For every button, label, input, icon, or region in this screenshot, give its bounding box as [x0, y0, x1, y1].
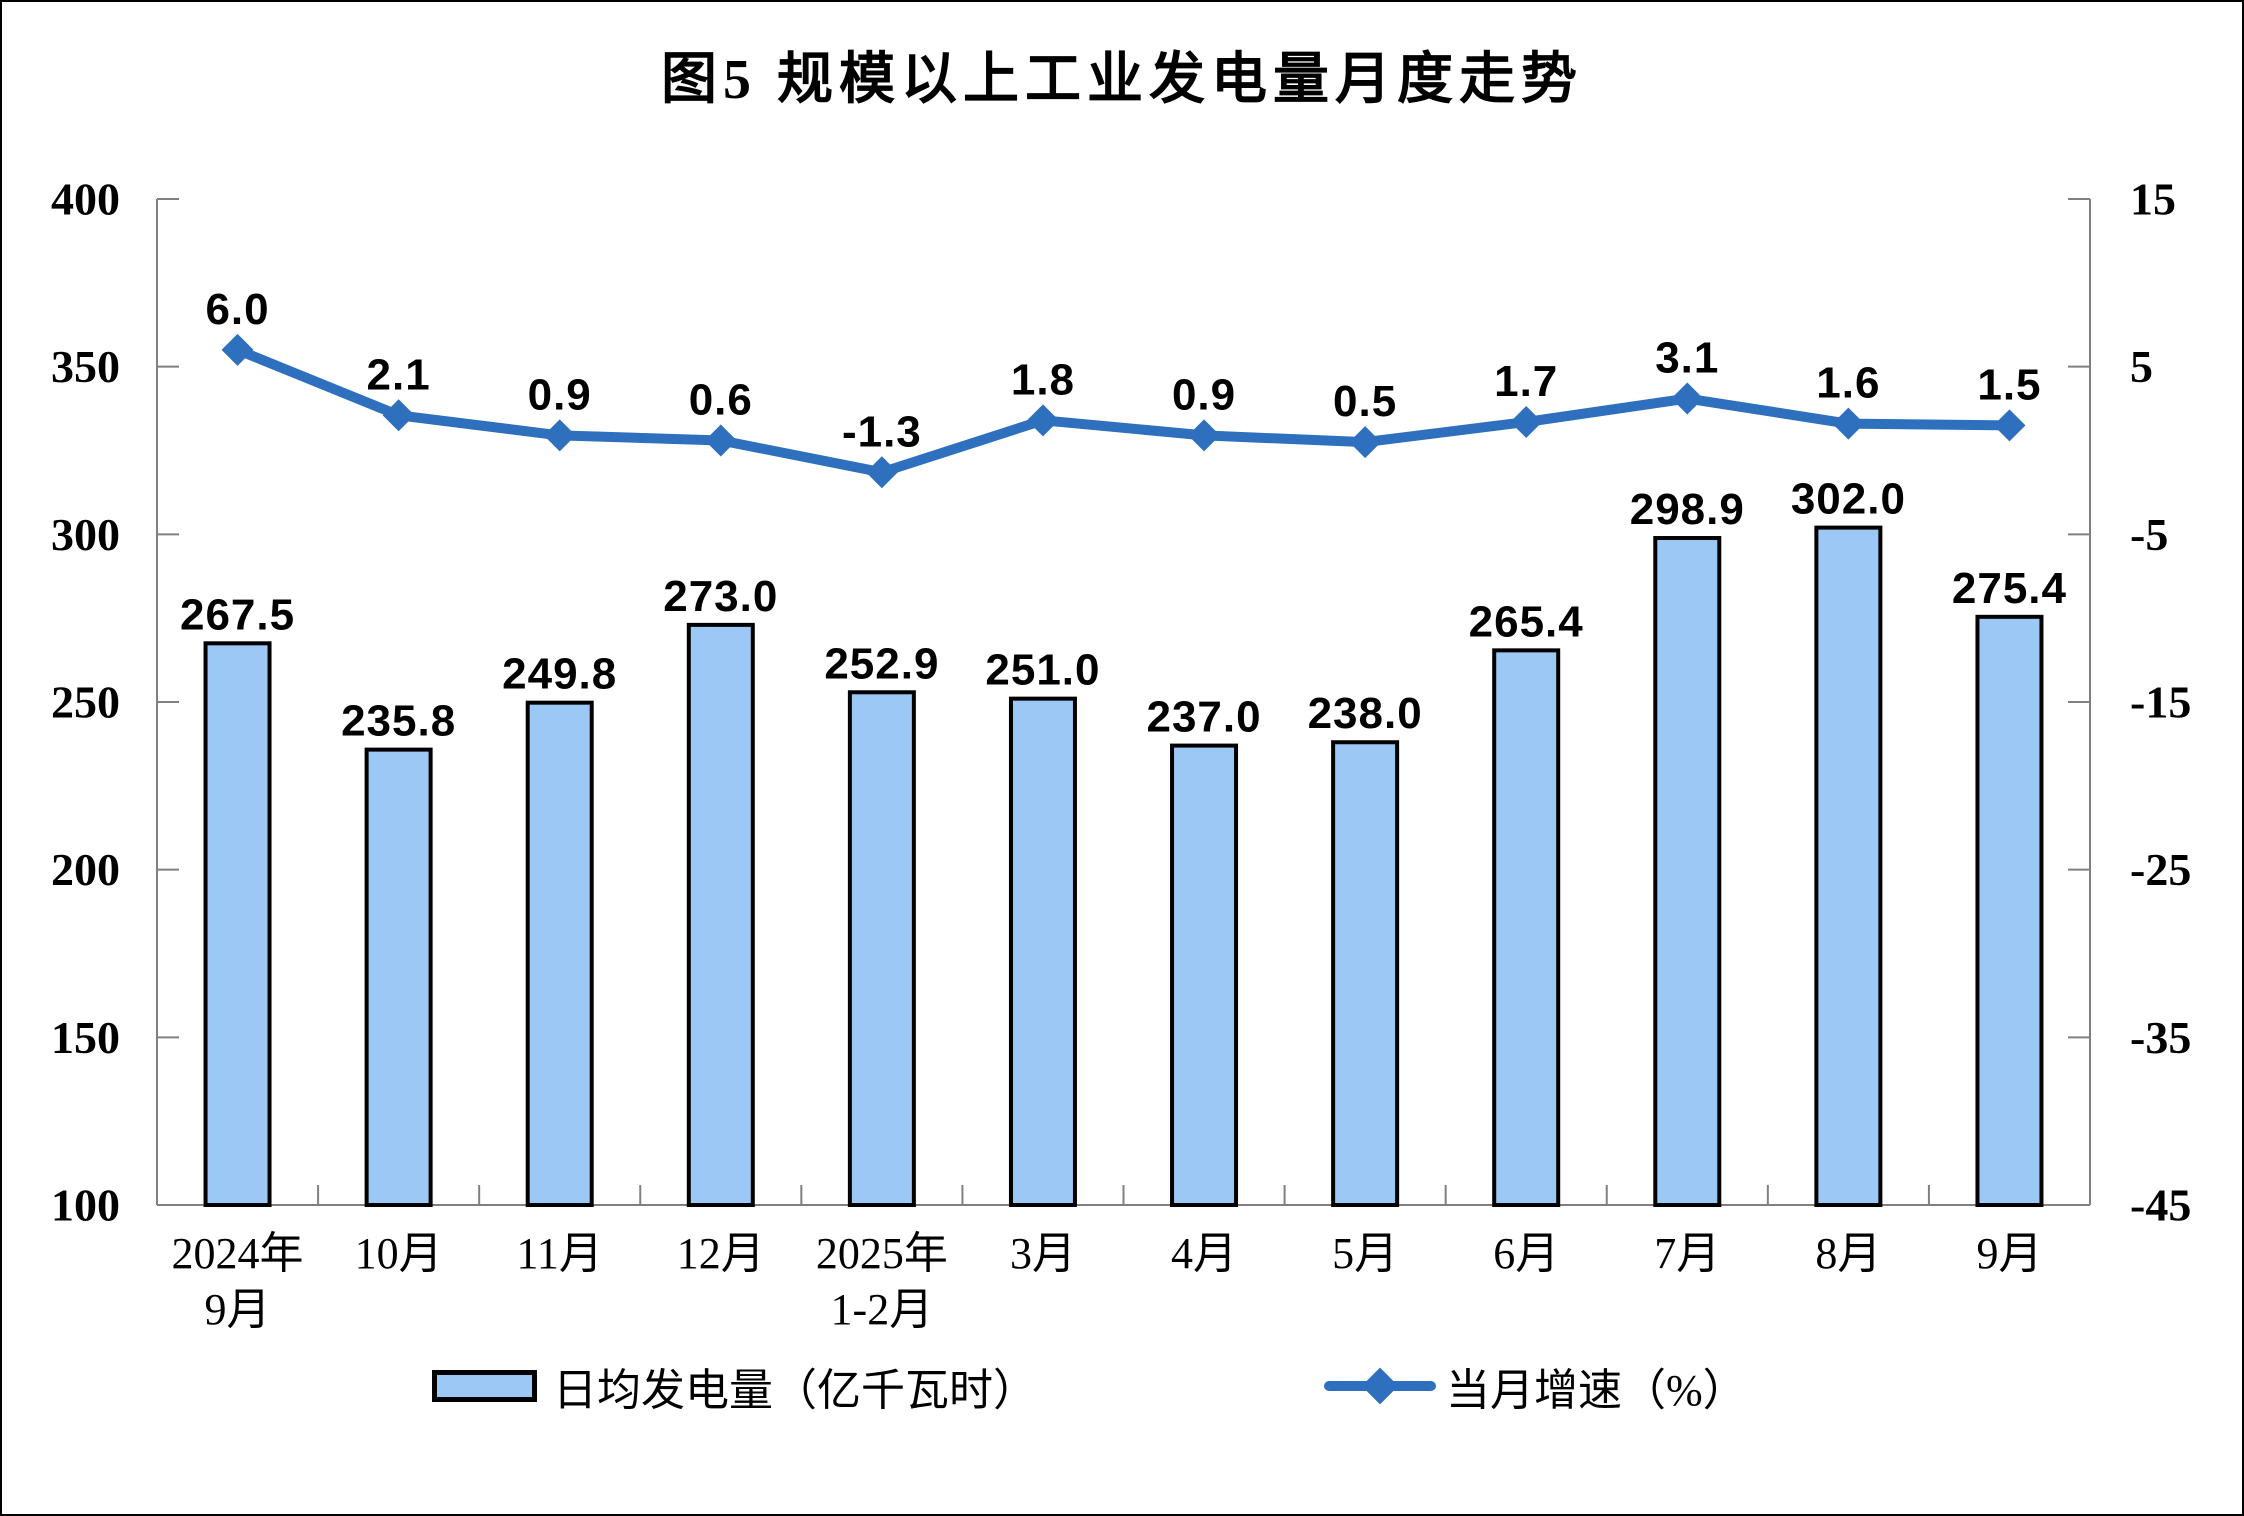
line-point-marker	[1026, 404, 1059, 437]
x-axis-category-label: 6月	[1493, 1229, 1559, 1278]
x-axis-category-label: 8月	[1815, 1229, 1881, 1278]
bar	[1331, 740, 1400, 1207]
right-axis-tick-label: -35	[2130, 1012, 2191, 1063]
line-value-label: 0.5	[1333, 377, 1397, 426]
line-point-marker	[704, 424, 737, 457]
right-axis-tick-label: -45	[2130, 1180, 2191, 1231]
line-legend-label: 当月增速（%）	[1446, 1366, 1747, 1415]
line-value-label: -1.3	[842, 407, 922, 456]
bar-value-label: 238.0	[1308, 689, 1423, 738]
growth-line	[232, 344, 2015, 478]
left-axis-tick-label: 150	[51, 1012, 120, 1063]
x-axis-category-label: 10月	[355, 1229, 443, 1278]
x-axis-category-label: 7月	[1654, 1229, 1720, 1278]
line-value-label: 1.8	[1011, 355, 1075, 404]
bar-value-label: 267.5	[180, 590, 295, 639]
left-axis-tick-label: 250	[51, 677, 120, 728]
left-axis-tick-label: 200	[51, 844, 120, 895]
line-point-marker	[543, 419, 576, 452]
bar	[1975, 614, 2044, 1207]
bar	[1008, 696, 1077, 1207]
left-axis-tick-label: 350	[51, 341, 120, 392]
x-axis-category-label: 9月	[205, 1285, 271, 1334]
line-point-marker	[221, 333, 254, 366]
right-axis-tick-label: -15	[2130, 677, 2191, 728]
line-point-marker	[1510, 405, 1543, 438]
line-value-label: 1.7	[1494, 357, 1558, 406]
x-axis-category-label: 3月	[1010, 1229, 1076, 1278]
bar-value-label: 235.8	[341, 697, 456, 746]
legend-item-bar: 日均发电量（亿千瓦时）	[432, 1358, 1037, 1415]
left-axis-tick-label: 400	[51, 174, 120, 225]
line-value-label: 6.0	[205, 285, 269, 334]
right-axis-tick-label: -5	[2130, 509, 2168, 560]
legend-item-line: 当月增速（%）	[1324, 1358, 1747, 1415]
x-axis-category-label: 9月	[1976, 1229, 2042, 1278]
bar	[1170, 743, 1239, 1207]
bar	[1814, 525, 1883, 1207]
line-point-marker	[1671, 382, 1704, 415]
x-axis-category-label: 2025年	[816, 1229, 948, 1278]
bar	[525, 700, 594, 1207]
bar	[1653, 536, 1722, 1207]
bar-value-label: 249.8	[502, 650, 617, 699]
line-point-marker	[1188, 419, 1221, 452]
line-value-label: 1.6	[1816, 359, 1880, 408]
line-point-marker	[1349, 426, 1382, 459]
right-axis-tick-label: -25	[2130, 844, 2191, 895]
line-value-label: 1.5	[1977, 360, 2041, 409]
bar	[203, 641, 272, 1207]
left-axis-tick-label: 100	[51, 1180, 120, 1231]
x-axis-category-label: 1-2月	[831, 1285, 934, 1334]
line-value-label: 0.9	[528, 370, 592, 419]
bar	[364, 747, 433, 1207]
right-axis-tick-label: 5	[2130, 341, 2153, 392]
x-axis-category-label: 5月	[1332, 1229, 1398, 1278]
bar-legend-label: 日均发电量（亿千瓦时）	[553, 1366, 1037, 1415]
left-axis-tick-label: 300	[51, 509, 120, 560]
bar-value-label: 252.9	[824, 639, 939, 688]
bar	[686, 622, 755, 1207]
line-point-marker	[1993, 409, 2026, 442]
bar-value-label: 298.9	[1630, 485, 1745, 534]
line-legend-marker-icon	[1324, 1358, 1436, 1414]
bar-value-label: 275.4	[1952, 564, 2067, 613]
line-value-label: 2.1	[367, 350, 431, 399]
line-value-label: 0.9	[1172, 370, 1236, 419]
chart-title: 图5 规模以上工业发电量月度走势	[661, 49, 1583, 111]
bar	[847, 690, 916, 1207]
bar-legend-swatch-icon	[432, 1370, 537, 1402]
bar-value-label: 273.0	[663, 572, 778, 621]
line-point-marker	[382, 399, 415, 432]
right-axis-tick-label: 15	[2130, 174, 2176, 225]
bar-value-label: 302.0	[1791, 475, 1906, 524]
line-value-label: 0.6	[689, 375, 753, 424]
bar-value-label: 251.0	[985, 646, 1100, 695]
x-axis-category-label: 12月	[677, 1229, 765, 1278]
bar	[1492, 648, 1561, 1207]
line-point-marker	[865, 456, 898, 489]
legend-diamond-icon	[1361, 1367, 1399, 1405]
x-axis-category-label: 11月	[517, 1229, 603, 1278]
x-axis-category-label: 4月	[1171, 1229, 1237, 1278]
line-value-label: 3.1	[1655, 334, 1719, 383]
bar-value-label: 237.0	[1146, 693, 1261, 742]
x-axis-category-label: 2024年	[172, 1229, 304, 1278]
line-point-marker	[1832, 407, 1865, 440]
bar-value-label: 265.4	[1469, 597, 1584, 646]
